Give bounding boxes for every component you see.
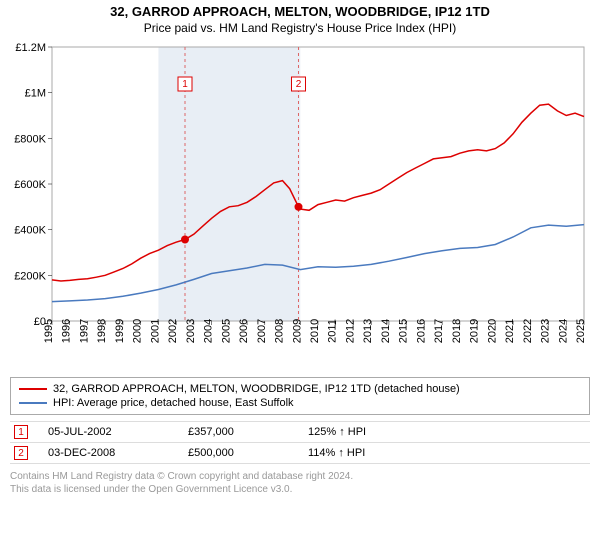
transaction-pct: 125% ↑ HPI (308, 426, 428, 438)
transaction-pct: 114% ↑ HPI (308, 447, 428, 459)
legend-label-property: 32, GARROD APPROACH, MELTON, WOODBRIDGE,… (53, 383, 460, 395)
svg-text:2004: 2004 (203, 319, 215, 343)
svg-text:£1.2M: £1.2M (15, 42, 46, 54)
svg-text:2013: 2013 (362, 319, 374, 343)
svg-text:2012: 2012 (344, 319, 356, 343)
svg-text:£600K: £600K (14, 179, 46, 191)
chart-subtitle: Price paid vs. HM Land Registry's House … (10, 21, 590, 35)
svg-text:2015: 2015 (398, 319, 410, 343)
legend-row: HPI: Average price, detached house, East… (19, 396, 581, 410)
svg-text:2009: 2009 (291, 319, 303, 343)
footnote: Contains HM Land Registry data © Crown c… (10, 470, 590, 496)
svg-text:2023: 2023 (540, 319, 552, 343)
svg-text:2008: 2008 (274, 319, 286, 343)
svg-text:2007: 2007 (256, 319, 268, 343)
marker-box-2: 2 (14, 446, 28, 460)
svg-text:2: 2 (296, 79, 302, 90)
svg-text:2006: 2006 (238, 319, 250, 343)
svg-text:2024: 2024 (557, 319, 569, 343)
chart-title: 32, GARROD APPROACH, MELTON, WOODBRIDGE,… (10, 4, 590, 19)
transaction-date: 03-DEC-2008 (48, 447, 168, 459)
svg-text:1996: 1996 (61, 319, 73, 343)
legend: 32, GARROD APPROACH, MELTON, WOODBRIDGE,… (10, 377, 590, 415)
svg-text:1998: 1998 (96, 319, 108, 343)
svg-text:1995: 1995 (43, 319, 55, 343)
svg-text:2017: 2017 (433, 319, 445, 343)
svg-text:2001: 2001 (149, 319, 161, 343)
svg-text:2014: 2014 (380, 319, 392, 343)
svg-text:2025: 2025 (575, 319, 587, 343)
svg-text:£1M: £1M (25, 88, 46, 100)
svg-text:1997: 1997 (78, 319, 90, 343)
marker-box-1: 1 (14, 425, 28, 439)
svg-text:2005: 2005 (220, 319, 232, 343)
chart-area: £0£200K£400K£600K£800K£1M£1.2M1995199619… (10, 41, 590, 371)
transactions-table: 1 05-JUL-2002 £357,000 125% ↑ HPI 2 03-D… (10, 421, 590, 464)
transaction-date: 05-JUL-2002 (48, 426, 168, 438)
svg-text:£200K: £200K (14, 270, 46, 282)
svg-text:1999: 1999 (114, 319, 126, 343)
svg-text:2003: 2003 (185, 319, 197, 343)
table-row: 1 05-JUL-2002 £357,000 125% ↑ HPI (10, 421, 590, 443)
legend-label-hpi: HPI: Average price, detached house, East… (53, 397, 294, 409)
table-row: 2 03-DEC-2008 £500,000 114% ↑ HPI (10, 443, 590, 464)
footnote-line: Contains HM Land Registry data © Crown c… (10, 470, 590, 483)
svg-text:£400K: £400K (14, 225, 46, 237)
svg-text:£800K: £800K (14, 133, 46, 145)
transaction-price: £357,000 (188, 426, 288, 438)
svg-text:2010: 2010 (309, 319, 321, 343)
svg-text:2018: 2018 (451, 319, 463, 343)
legend-row: 32, GARROD APPROACH, MELTON, WOODBRIDGE,… (19, 382, 581, 396)
legend-swatch-red (19, 388, 47, 390)
svg-text:2002: 2002 (167, 319, 179, 343)
footnote-line: This data is licensed under the Open Gov… (10, 483, 590, 496)
svg-text:2021: 2021 (504, 319, 516, 343)
svg-text:2016: 2016 (415, 319, 427, 343)
legend-swatch-blue (19, 402, 47, 404)
transaction-price: £500,000 (188, 447, 288, 459)
svg-text:2020: 2020 (486, 319, 498, 343)
line-chart-svg: £0£200K£400K£600K£800K£1M£1.2M1995199619… (10, 41, 590, 371)
svg-text:2011: 2011 (327, 319, 339, 343)
svg-text:2000: 2000 (132, 319, 144, 343)
svg-text:2019: 2019 (469, 319, 481, 343)
svg-text:2022: 2022 (522, 319, 534, 343)
svg-text:1: 1 (182, 79, 188, 90)
